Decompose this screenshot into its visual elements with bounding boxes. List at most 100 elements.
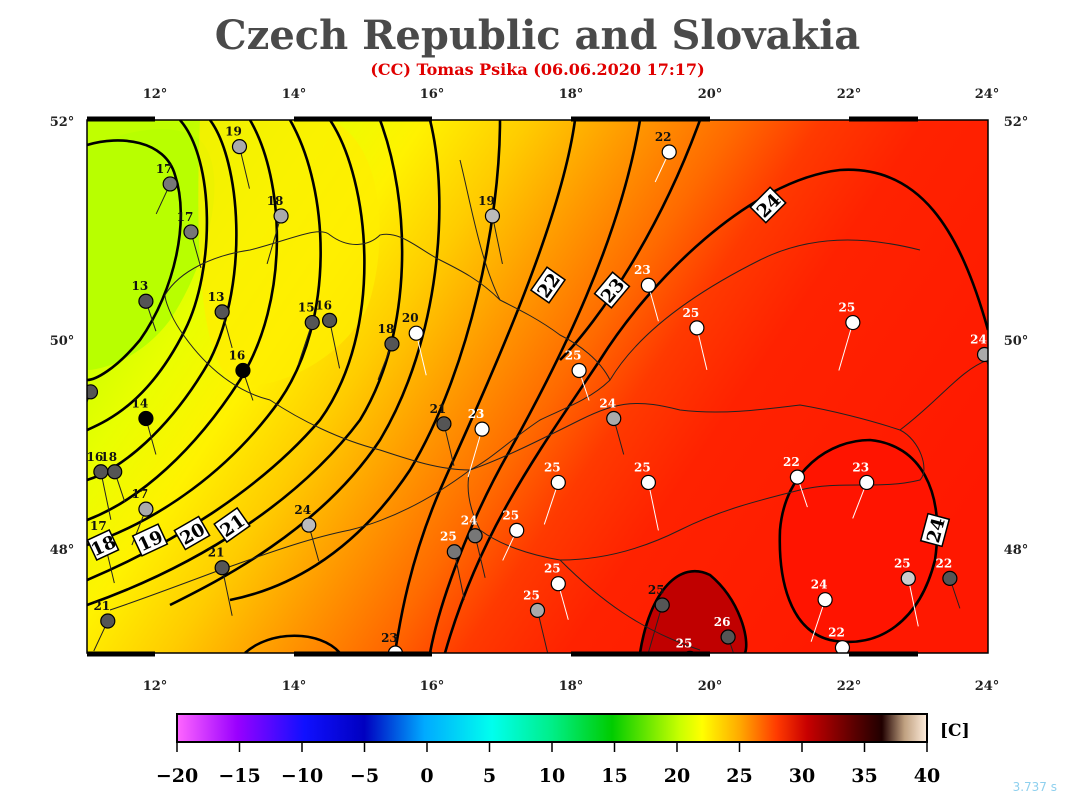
station-temp: 21: [208, 546, 225, 560]
colorbar-tick-label: 20: [664, 765, 690, 787]
station-dot: [550, 474, 566, 491]
station-temp: 19: [225, 125, 242, 139]
weather-station: 25: [894, 556, 919, 627]
frame-ticks-top: [87, 116, 918, 657]
station-temp: 17: [90, 519, 107, 533]
wind-barb: [221, 567, 233, 616]
weather-station: 19: [478, 194, 503, 265]
lon-label: 12°: [143, 87, 168, 102]
isotherm-line: [169, 120, 441, 607]
weather-station: 25: [838, 301, 861, 371]
label-box: [919, 512, 951, 548]
weather-station: 23: [634, 263, 659, 322]
label-box: [131, 523, 169, 557]
station-temp: 25: [440, 530, 457, 544]
station-dot: [550, 576, 566, 592]
weather-station: 17: [155, 162, 178, 215]
station-temp: 16: [87, 450, 104, 464]
station-temp: 17: [156, 162, 173, 176]
wind-barb: [838, 322, 854, 371]
weather-station: 16: [315, 298, 341, 369]
wind-barb: [491, 215, 503, 265]
colorbar: [C] −20 −15 −10 −5 0 5 10 15 20 25 30 35 40: [156, 713, 970, 787]
colorbar-tick-label: −20: [156, 765, 198, 787]
label-box: [173, 515, 211, 551]
austria-border: [109, 469, 471, 611]
lon-label: 22°: [837, 679, 862, 694]
station-temp: 25: [648, 583, 665, 597]
colorbar-unit: [C]: [940, 721, 970, 741]
station-temp: 13: [132, 279, 149, 293]
weather-station: 14: [132, 396, 157, 455]
wind-barb: [647, 604, 663, 653]
station-temp: 18: [100, 450, 117, 464]
poland-border: [459, 159, 921, 381]
station-temp: 16: [315, 298, 332, 312]
isotherm-line: [87, 120, 322, 547]
station-dot: [529, 602, 546, 618]
lon-label: 12°: [143, 679, 168, 694]
station-dot: [138, 501, 154, 517]
isotherm-line: [559, 120, 702, 361]
station-temp: 25: [502, 508, 519, 522]
station-temp: 24: [970, 333, 987, 347]
station-temp: 22: [828, 626, 845, 640]
weather-station: 21: [208, 546, 233, 616]
station-temp: 25: [634, 460, 651, 474]
colorbar-tick-label: −10: [281, 765, 323, 787]
weather-station: 18: [266, 194, 289, 265]
station-dot: [571, 362, 587, 379]
station-temp: 23: [634, 263, 651, 277]
colorbar-ramp: [176, 713, 928, 743]
slovakia-border: [467, 403, 925, 561]
station-dot: [474, 421, 490, 437]
czech-border: [164, 231, 611, 471]
station-temp: 18: [378, 322, 395, 336]
station-dot: [93, 464, 109, 480]
weather-station: [87, 384, 99, 404]
station-dot: [976, 346, 988, 363]
weather-station: 23: [381, 631, 404, 653]
station-temp: 21: [93, 599, 110, 613]
weather-station: 22: [783, 455, 808, 508]
weather-station: 20: [402, 311, 427, 376]
weather-station: 21: [93, 599, 116, 652]
lon-label: 14°: [282, 87, 307, 102]
station-dot: [387, 645, 404, 653]
country-borders: [109, 159, 988, 651]
station-dot: [446, 544, 462, 560]
weather-station: 24: [599, 396, 625, 455]
lat-label: 48°: [1004, 543, 1029, 558]
weather-station: 25: [634, 460, 659, 531]
label-box: [87, 528, 120, 562]
colorbar-tick-label: 0: [420, 765, 433, 787]
lat-label: 48°: [50, 543, 75, 558]
station-temp: 23: [852, 460, 869, 474]
station-dot: [214, 560, 230, 576]
weather-station: 16: [229, 349, 254, 401]
station-temp: 25: [683, 306, 700, 320]
map-title: Czech Republic and Slovakia: [214, 12, 861, 59]
station-dot: [273, 208, 289, 224]
station-temp: 22: [655, 130, 672, 144]
weather-station: 17: [177, 210, 202, 269]
station-temp: 14: [132, 396, 149, 410]
station-temp: 24: [294, 503, 311, 517]
station-dot: [467, 528, 483, 544]
station-dot: [689, 320, 705, 336]
station-temp: 25: [676, 636, 693, 650]
wind-barb: [100, 471, 112, 520]
label-box: [593, 271, 631, 309]
weather-station: 18: [100, 450, 126, 502]
station-dot: [231, 139, 248, 155]
isotherm-line: [87, 120, 209, 432]
station-dot: [661, 144, 677, 160]
wind-barb: [329, 320, 341, 369]
lon-label: 14°: [282, 679, 307, 694]
station-temp: 23: [381, 631, 398, 645]
station-dot: [606, 410, 622, 427]
station-dot: [720, 629, 736, 645]
